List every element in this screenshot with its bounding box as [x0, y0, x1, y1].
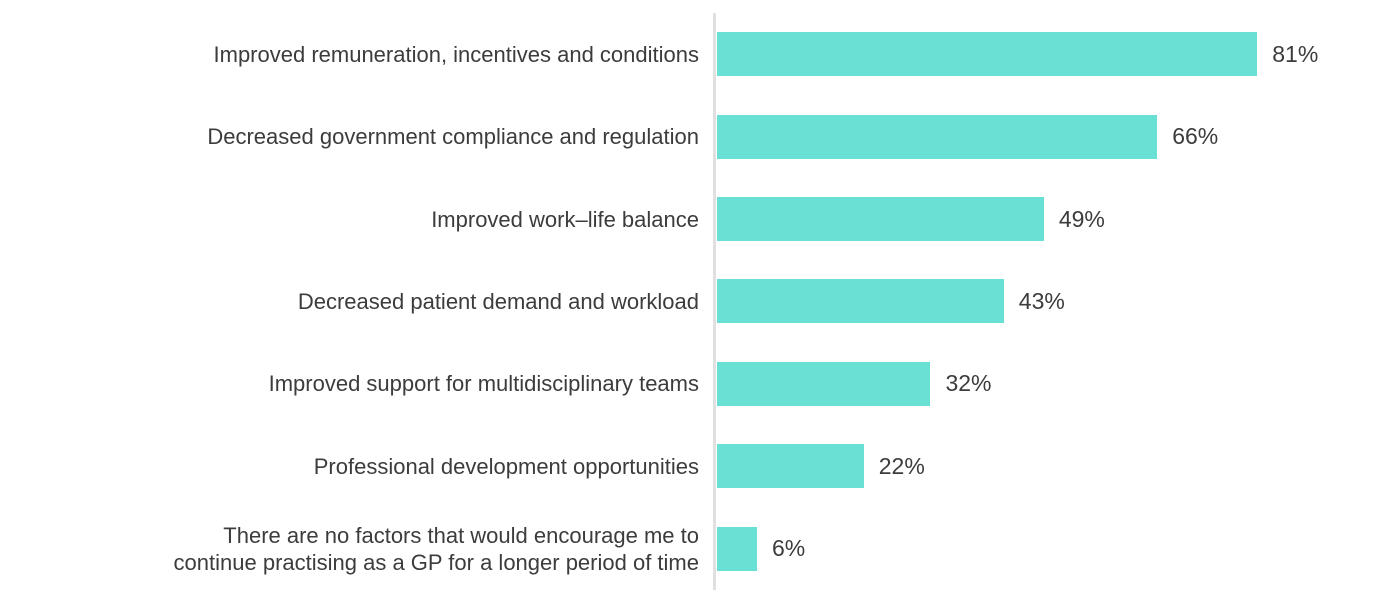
chart-row: There are no factors that would encourag… — [0, 508, 1400, 590]
category-label: There are no factors that would encourag… — [173, 522, 699, 575]
bar — [717, 197, 1044, 242]
plot-area: 22% — [713, 425, 1400, 507]
plot-area: 43% — [713, 260, 1400, 342]
bar — [717, 32, 1258, 77]
plot-area: 49% — [713, 178, 1400, 260]
bar — [717, 361, 931, 406]
value-label: 81% — [1272, 40, 1319, 67]
chart-row: Improved remuneration, incentives and co… — [0, 13, 1400, 95]
bar — [717, 444, 864, 489]
category-label: Decreased government compliance and regu… — [207, 124, 699, 150]
chart-row: Decreased patient demand and workload 43… — [0, 260, 1400, 342]
plot-area: 32% — [713, 343, 1400, 425]
category-label: Improved work–life balance — [431, 206, 699, 232]
value-label: 32% — [945, 370, 992, 397]
value-label: 49% — [1058, 205, 1105, 232]
y-axis-line — [713, 13, 716, 590]
bar — [717, 114, 1158, 159]
plot-area: 66% — [713, 95, 1400, 177]
chart-rows: Improved remuneration, incentives and co… — [0, 13, 1400, 590]
bar — [717, 279, 1004, 324]
chart-row: Improved work–life balance 49% — [0, 178, 1400, 260]
chart-row: Improved support for multidisciplinary t… — [0, 343, 1400, 425]
value-label: 22% — [878, 452, 925, 479]
category-label: Improved remuneration, incentives and co… — [213, 41, 700, 67]
plot-area: 81% — [713, 13, 1400, 95]
value-label: 43% — [1018, 287, 1065, 314]
chart-row: Professional development opportunities 2… — [0, 425, 1400, 507]
category-label: Decreased patient demand and workload — [297, 288, 699, 314]
plot-area: 6% — [713, 508, 1400, 590]
value-label: 66% — [1172, 123, 1219, 150]
value-label: 6% — [772, 535, 806, 562]
chart-row: Decreased government compliance and regu… — [0, 95, 1400, 177]
category-label: Professional development opportunities — [313, 453, 699, 479]
category-label: Improved support for multidisciplinary t… — [268, 371, 699, 397]
bar — [717, 526, 758, 571]
